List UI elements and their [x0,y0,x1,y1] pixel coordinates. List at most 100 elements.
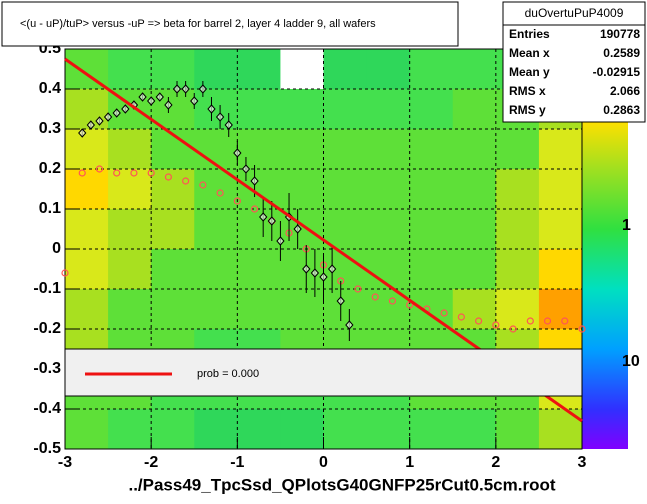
x-tick-label: -3 [58,454,72,471]
heatmap-cell [323,289,368,330]
heatmap-cell [323,209,368,250]
profile-point [147,169,155,177]
profile-point [199,181,207,189]
heatmap-cell [409,249,454,290]
heatmap-cell [108,289,152,330]
heatmap-cell [65,169,109,210]
heatmap-cell [237,89,281,130]
profile-point [224,120,233,130]
profile-point [509,325,517,333]
heatmap-cell [366,249,411,290]
profile-point [233,197,241,205]
stats-box [502,1,646,123]
profile-point [95,116,104,126]
profile-point [336,296,345,306]
stats-title: duOvertuPuP4009 [525,6,624,20]
profile-point [130,169,138,177]
heatmap-cell [237,49,281,90]
profile-point [492,321,500,329]
heatmap-cell [108,209,152,250]
profile-point [215,112,225,122]
heatmap-cell [495,249,540,290]
heatmap-cell [237,249,281,290]
heatmap-cell [538,169,583,210]
profile-point [561,317,569,325]
profile-point [61,269,69,277]
profile-point [233,148,242,158]
profile-point [86,120,96,130]
heatmap-cell [538,289,583,330]
heatmap-cell [194,129,238,170]
heatmap-cell [452,249,497,290]
heatmap-cell [237,209,281,250]
profile-point [259,212,268,222]
heatmap-cell [65,209,109,250]
heatmap-cell [280,49,324,90]
heatmap-cell [495,409,540,450]
profile-point [190,96,199,106]
heatmap-cell [323,409,368,450]
profile-point [172,84,182,94]
heatmap-cell [194,249,238,290]
profile-point [241,164,251,174]
heatmap-cell [151,209,195,250]
heatmap-cell [452,129,497,170]
heatmap-cell [538,129,583,170]
heatmap-cell [194,49,238,90]
stats-value: 0.2863 [603,103,640,117]
heatmap-cell [280,169,324,210]
stats-value: -0.02915 [593,65,641,79]
heatmap-cell [452,209,497,250]
heatmap-cell [366,409,411,450]
profile-point [440,309,448,317]
heatmap-cell [108,409,152,450]
heatmap-cell [452,409,497,450]
profile-point [164,100,173,110]
heatmap-cell [151,249,195,290]
heatmap-cell [452,49,497,90]
y-tick-label: 0.4 [39,80,61,97]
heatmap-cell [495,209,540,250]
profile-point [103,112,113,122]
heatmap-cell [409,89,454,130]
profile-point [78,128,87,138]
heatmap-cell [237,129,281,170]
heatmap-cell [495,169,540,210]
heatmap-cell [323,89,368,130]
heatmap-cell [280,289,324,330]
profile-point [276,236,285,246]
heatmap-cell [538,209,583,250]
heatmap-cell [366,89,411,130]
z-tick-label: 10 [622,353,640,370]
profile-point [543,317,552,325]
x-tick-label: 2 [491,454,500,471]
heatmap-cell [65,249,109,290]
heatmap-cell [323,169,368,210]
profile-point [345,320,354,330]
heatmap-cell [366,129,411,170]
heatmap-cell [194,289,238,330]
profile-point [354,285,362,293]
heatmap-cell [280,249,324,290]
heatmap-cell [65,129,109,170]
heatmap-cell [65,89,109,130]
stats-label: RMS y [509,103,546,117]
heatmap-cell [108,49,152,90]
stats-label: RMS x [509,84,546,98]
heatmap-cell [323,129,368,170]
heatmap-cell [409,169,454,210]
profile-point [147,96,156,106]
heatmap-cell [194,409,238,450]
x-tick-label: 0 [319,454,328,471]
y-tick-label: 0.2 [39,160,61,177]
x-tick-label: 1 [405,454,414,471]
x-tick-label: -2 [144,454,158,471]
y-tick-label: 0.3 [39,120,61,137]
profile-point [475,317,483,325]
heatmap-cell [409,129,454,170]
profile-point [207,104,216,114]
profile-point [198,84,208,94]
heatmap-cell [65,409,109,450]
heatmap-cell [65,289,109,330]
